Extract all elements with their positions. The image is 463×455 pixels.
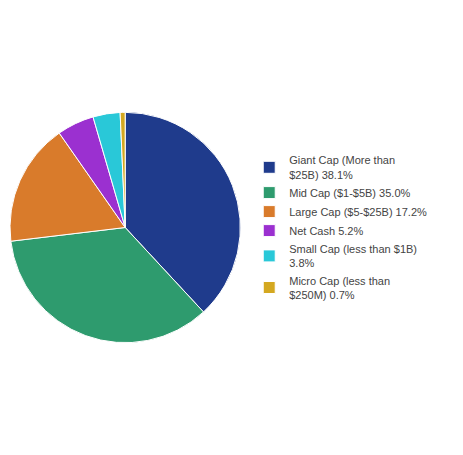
svg-text:Giant Cap (More than$25B) 38.1: Giant Cap (More than$25B) 38.1%: [289, 154, 395, 180]
svg-text:Large Cap ($5-$25B) 17.2%: Large Cap ($5-$25B) 17.2%: [289, 206, 427, 218]
svg-text:Micro Cap (less than$250M) 0.7: Micro Cap (less than$250M) 0.7%: [289, 275, 390, 301]
svg-text:Net Cash 5.2%: Net Cash 5.2%: [289, 225, 363, 237]
svg-text:Small Cap (less than $1B)3.8%: Small Cap (less than $1B)3.8%: [289, 243, 417, 269]
svg-text:Mid Cap ($1-$5B) 35.0%: Mid Cap ($1-$5B) 35.0%: [289, 187, 410, 199]
